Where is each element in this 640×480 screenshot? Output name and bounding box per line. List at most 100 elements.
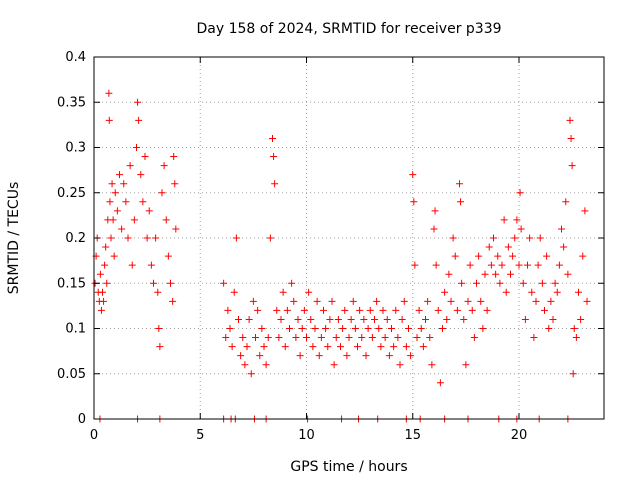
y-tick-label: 0.1 (65, 322, 86, 337)
data-point (453, 306, 461, 314)
data-point (545, 325, 553, 332)
data-point (164, 252, 172, 260)
data-point (543, 252, 551, 260)
data-point (441, 288, 449, 296)
data-point (492, 270, 500, 278)
data-point (515, 261, 523, 269)
data-point (224, 306, 232, 314)
data-point (101, 261, 109, 269)
data-point (126, 162, 134, 170)
data-point (108, 180, 116, 188)
data-point (477, 297, 485, 305)
data-point (354, 343, 361, 351)
data-point (460, 315, 468, 323)
data-point (313, 297, 321, 305)
data-point (343, 352, 351, 360)
data-point (239, 334, 247, 342)
chart-title: Day 158 of 2024, SRMTID for receiver p33… (196, 21, 501, 37)
data-point (358, 334, 366, 342)
data-point (269, 134, 276, 142)
data-point (277, 315, 285, 323)
data-point (579, 252, 587, 260)
data-point (396, 361, 404, 369)
data-point (413, 334, 421, 342)
data-point (360, 315, 368, 323)
data-point (271, 180, 279, 188)
y-tick-label: 0.25 (57, 186, 86, 201)
data-point (145, 207, 153, 215)
data-point (328, 297, 336, 305)
data-point (496, 279, 504, 287)
data-point (564, 270, 572, 278)
data-point (228, 343, 236, 351)
data-point (462, 361, 470, 369)
data-point (105, 89, 113, 97)
data-point (400, 297, 408, 305)
data-point (130, 216, 138, 224)
data-point (366, 306, 374, 314)
data-point (368, 334, 376, 342)
data-point (447, 297, 455, 305)
data-point (143, 234, 151, 242)
data-point (494, 252, 502, 260)
data-point (570, 325, 578, 332)
data-point (513, 216, 521, 224)
data-point (583, 297, 591, 305)
data-point (311, 325, 319, 332)
data-point (419, 343, 427, 351)
data-point (116, 171, 123, 179)
data-point (536, 234, 544, 242)
data-point (575, 288, 582, 296)
data-point (105, 116, 113, 124)
data-point (528, 288, 536, 296)
data-point (392, 306, 400, 314)
data-point (415, 306, 423, 314)
data-point (109, 216, 117, 224)
data-point (326, 315, 334, 323)
data-point (158, 189, 166, 197)
data-point (457, 198, 465, 206)
data-point (351, 325, 359, 332)
data-point (405, 325, 412, 332)
data-point (562, 198, 570, 206)
x-tick-label: 15 (404, 428, 421, 443)
data-point (270, 153, 278, 161)
data-point (502, 288, 510, 296)
data-point (332, 334, 340, 342)
data-point (296, 352, 304, 360)
data-point (152, 234, 160, 242)
data-point (524, 261, 531, 269)
y-tick-label: 0.4 (65, 50, 86, 65)
x-tick-label: 10 (298, 428, 315, 443)
plot-frame (93, 56, 605, 420)
data-point (449, 234, 457, 242)
data-point (507, 270, 514, 278)
data-point (409, 171, 417, 179)
x-tick-label: 0 (90, 428, 98, 443)
data-point (135, 116, 143, 124)
data-point (511, 234, 519, 242)
data-point (99, 288, 106, 296)
data-point (551, 279, 559, 287)
data-point (498, 261, 506, 269)
data-point (375, 325, 383, 332)
data-point (504, 243, 512, 251)
data-point (390, 343, 398, 351)
data-point (309, 343, 317, 351)
x-axis-label: GPS time / hours (290, 459, 407, 475)
data-point (281, 343, 289, 351)
data-point (417, 325, 425, 332)
data-point (122, 198, 130, 206)
data-point (107, 234, 115, 242)
data-point (222, 334, 230, 342)
data-point (411, 261, 419, 269)
data-point (466, 261, 474, 269)
data-point (334, 315, 342, 323)
data-point (330, 361, 338, 369)
data-point (256, 352, 264, 360)
data-point (100, 297, 108, 305)
data-point (160, 162, 168, 170)
data-point (97, 306, 105, 314)
data-point (558, 225, 565, 233)
